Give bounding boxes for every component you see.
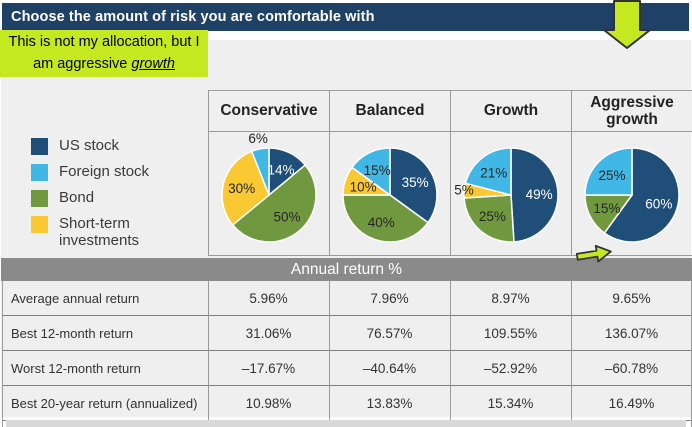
table-row-average-annual-return: Average annual return 5.96% 7.96% 8.97% … <box>2 281 691 316</box>
bond-swatch-icon <box>31 190 48 207</box>
table-cell: –60.78% <box>604 360 659 376</box>
short-term-swatch-icon <box>31 216 48 233</box>
row-label: Worst 12-month return <box>11 360 141 376</box>
us-stock-swatch-icon <box>31 138 48 155</box>
svg-text:30%: 30% <box>228 181 255 196</box>
svg-text:15%: 15% <box>364 163 391 178</box>
row-label: Average annual return <box>11 290 140 306</box>
table-row-best-20-year: Best 20-year return (annualized) 10.98% … <box>2 386 691 421</box>
table-border <box>208 281 209 427</box>
table-cell: 8.97% <box>491 290 530 306</box>
annual-return-section-header: Annual return % <box>1 258 692 281</box>
svg-text:25%: 25% <box>599 168 626 183</box>
pie-chart-growth: 49% 25% 5% 21% <box>450 131 572 256</box>
table-cell-highlighted: 9.65% <box>612 290 651 306</box>
svg-text:10%: 10% <box>350 179 377 194</box>
table-cell: 7.96% <box>370 290 409 306</box>
annotation-line2: am aggressive growth <box>33 55 175 72</box>
table-cell: 136.07% <box>604 325 659 341</box>
table-cell: 31.06% <box>245 325 292 341</box>
pie-chart-aggressive-growth: 60% 15% 25% <box>571 131 692 256</box>
page-title: Choose the amount of risk you are comfor… <box>11 9 375 25</box>
table-cell: 76.57% <box>366 325 413 341</box>
table-row-worst-12-month: Worst 12-month return –17.67% –40.64% –5… <box>2 351 691 386</box>
table-cell: –52.92% <box>483 360 538 376</box>
svg-text:40%: 40% <box>368 215 395 230</box>
table-cell: 15.34% <box>487 395 534 411</box>
legend-item-foreign-stock: Foreign stock <box>31 163 205 181</box>
table-border <box>329 281 330 427</box>
pie-chart-conservative: 14% 50% 30% 6% <box>208 131 330 256</box>
foreign-stock-swatch-icon <box>31 164 48 181</box>
table-cell: 16.49% <box>608 395 655 411</box>
legend-item-short-term: Short-term investments <box>31 215 205 250</box>
svg-text:60%: 60% <box>645 197 672 212</box>
column-header-balanced: Balanced <box>329 90 451 132</box>
table-cell: 109.55% <box>483 325 538 341</box>
table-row-best-12-month: Best 12-month return 31.06% 76.57% 109.5… <box>2 316 691 351</box>
svg-text:15%: 15% <box>593 201 620 216</box>
annotation-note: This is not my allocation, but I am aggr… <box>0 30 208 77</box>
table-cell: –17.67% <box>241 360 296 376</box>
table-cell: 5.96% <box>249 290 288 306</box>
column-header-growth: Growth <box>450 90 572 132</box>
column-header-conservative: Conservative <box>208 90 330 132</box>
svg-text:35%: 35% <box>402 175 429 190</box>
allocation-table: Conservative Balanced Growth Aggressive … <box>1 40 692 427</box>
table-cell: 10.98% <box>245 395 292 411</box>
svg-text:21%: 21% <box>480 166 507 181</box>
table-border <box>571 281 572 427</box>
legend: US stock Foreign stock Bond Short-term i… <box>31 137 205 258</box>
table-cell: –40.64% <box>362 360 417 376</box>
svg-text:5%: 5% <box>454 183 474 198</box>
table-cell: 13.83% <box>366 395 413 411</box>
row-label: Best 12-month return <box>11 325 134 341</box>
svg-text:14%: 14% <box>267 162 294 177</box>
header-bar: Choose the amount of risk you are comfor… <box>2 3 689 31</box>
legend-item-us-stock: US stock <box>31 137 205 155</box>
legend-item-bond: Bond <box>31 189 205 207</box>
table-border <box>2 281 3 427</box>
svg-text:50%: 50% <box>273 210 300 225</box>
column-header-aggressive-growth: Aggressive growth <box>571 90 692 132</box>
row-label: Best 20-year return (annualized) <box>11 395 198 411</box>
bottom-divider <box>6 420 686 427</box>
table-border <box>450 281 451 427</box>
annotation-line1: This is not my allocation, but I <box>8 34 200 50</box>
svg-text:49%: 49% <box>526 187 553 202</box>
highlight-right-arrow-icon <box>575 244 612 263</box>
highlight-down-arrow-icon <box>603 0 651 49</box>
pie-chart-balanced: 35% 40% 10% 15% <box>329 131 451 256</box>
svg-text:25%: 25% <box>479 209 506 224</box>
svg-text:6%: 6% <box>248 132 268 146</box>
